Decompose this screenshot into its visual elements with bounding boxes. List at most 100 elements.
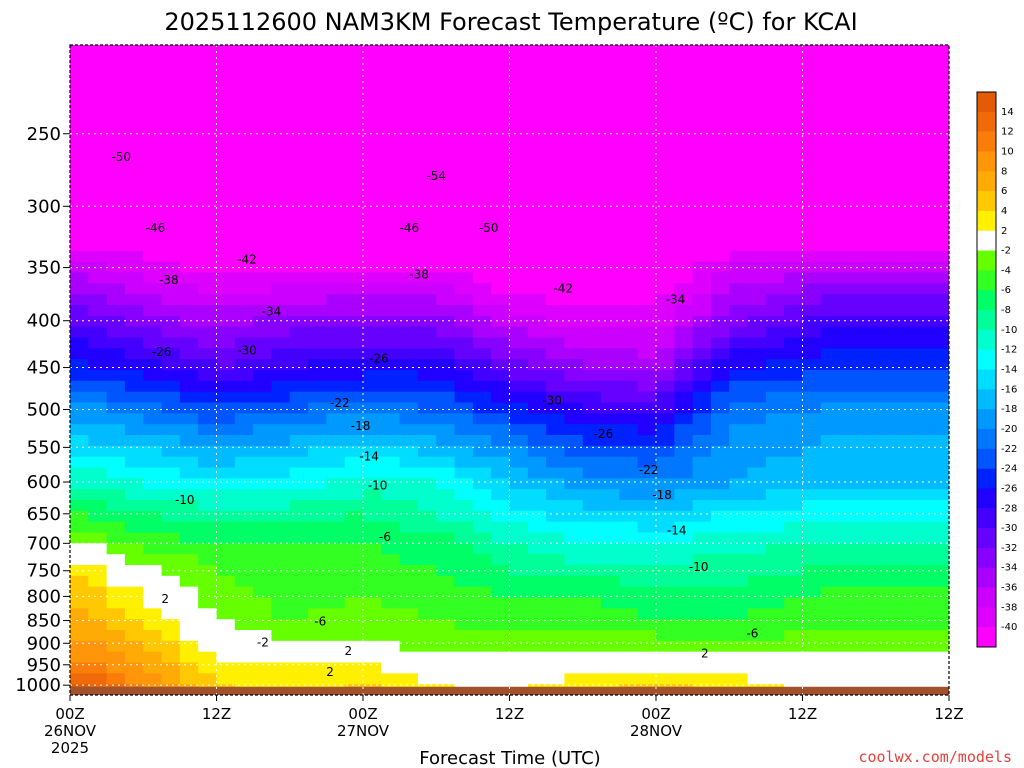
- heat-cell: [527, 218, 547, 230]
- heat-cell: [179, 435, 199, 447]
- heat-cell: [344, 337, 364, 349]
- heat-cell: [527, 370, 547, 382]
- heat-cell: [857, 315, 877, 328]
- heat-cell: [88, 175, 108, 187]
- heat-cell: [106, 272, 126, 284]
- heat-cell: [601, 673, 620, 685]
- heat-cell: [820, 619, 840, 631]
- heat-cell: [216, 164, 236, 176]
- heat-cell: [253, 608, 273, 620]
- heat-cell: [784, 673, 804, 685]
- heat-cell: [894, 673, 913, 685]
- heat-cell: [363, 45, 382, 57]
- heat-cell: [656, 662, 675, 674]
- heat-cell: [637, 478, 657, 490]
- heat-cell: [198, 456, 218, 469]
- heat-cell: [637, 99, 657, 111]
- heat-cell: [491, 229, 511, 241]
- heat-cell: [820, 142, 840, 154]
- heat-cell: [179, 445, 199, 458]
- heat-cell: [582, 391, 602, 404]
- heat-cell: [234, 45, 254, 57]
- heat-cell: [656, 185, 675, 198]
- heat-cell: [729, 651, 749, 664]
- heat-cell: [839, 619, 859, 631]
- heat-cell: [857, 413, 877, 425]
- x-tick-date: 28NOV: [630, 722, 683, 740]
- heat-cell: [417, 554, 437, 566]
- heat-cell: [875, 283, 895, 295]
- heat-cell: [784, 478, 804, 490]
- heat-cell: [253, 272, 273, 284]
- heat-cell: [436, 554, 456, 566]
- heat-cell: [326, 478, 346, 490]
- heat-cell: [454, 120, 474, 133]
- heat-cell: [198, 229, 218, 241]
- heat-cell: [802, 131, 822, 144]
- heat-cell: [930, 456, 949, 469]
- heat-cell: [692, 175, 712, 187]
- heat-cell: [344, 619, 364, 631]
- heat-cell: [509, 510, 529, 523]
- credit-link[interactable]: coolwx.com/models: [858, 748, 1012, 766]
- heat-cell: [491, 554, 511, 566]
- heat-cell: [491, 131, 511, 144]
- heat-cell: [417, 445, 437, 458]
- heat-cell: [820, 565, 840, 577]
- heat-cell: [344, 250, 364, 263]
- heat-cell: [546, 120, 566, 133]
- heat-cell: [179, 565, 199, 577]
- y-tick-label: 350: [27, 258, 61, 279]
- heat-cell: [472, 413, 492, 425]
- heat-cell: [564, 575, 584, 588]
- heat-cell: [802, 250, 822, 263]
- plot-frame: [69, 44, 950, 696]
- heat-cell: [253, 467, 273, 479]
- heat-cell: [289, 283, 309, 295]
- heat-cell: [216, 391, 236, 404]
- heat-cell: [546, 185, 566, 198]
- heat-cell: [289, 218, 309, 230]
- y-tick-label: 400: [27, 311, 61, 332]
- heat-cell: [454, 229, 474, 241]
- heat-cell: [820, 359, 840, 371]
- heat-cell: [88, 640, 108, 653]
- heat-cell: [399, 326, 419, 339]
- heat-cell: [839, 489, 859, 501]
- heat-cell: [454, 294, 474, 306]
- heat-cell: [344, 120, 364, 133]
- heat-cell: [784, 120, 804, 133]
- heat-cell: [124, 218, 144, 230]
- heat-cell: [454, 250, 474, 263]
- heat-cell: [509, 478, 529, 490]
- heat-cell: [308, 456, 327, 469]
- heat-cell: [582, 196, 602, 209]
- heat-cell: [253, 315, 273, 328]
- heat-cell: [344, 456, 364, 469]
- heat-cell: [88, 110, 108, 122]
- heat-cell: [161, 380, 181, 393]
- colorbar-label: -36: [1001, 583, 1017, 594]
- heat-cell: [527, 510, 547, 523]
- heat-cell: [454, 370, 474, 382]
- heat-cell: [912, 565, 932, 577]
- heat-cell: [839, 543, 859, 555]
- heat-cell: [88, 142, 108, 154]
- heat-cell: [912, 640, 932, 653]
- heat-cell: [271, 608, 291, 620]
- heat-cell: [857, 478, 877, 490]
- heat-cell: [88, 608, 108, 620]
- colorbar-swatch: [977, 528, 996, 549]
- heat-cell: [912, 77, 932, 89]
- heat-cell: [381, 630, 401, 642]
- heat-cell: [546, 272, 566, 284]
- heat-cell: [454, 608, 474, 620]
- heat-cell: [289, 554, 309, 566]
- heat-cell: [216, 640, 236, 653]
- heat-cell: [234, 272, 254, 284]
- heat-cell: [179, 326, 199, 339]
- heat-cell: [289, 272, 309, 284]
- heat-cell: [344, 283, 364, 295]
- heat-cell: [161, 229, 181, 241]
- heat-cell: [88, 575, 108, 588]
